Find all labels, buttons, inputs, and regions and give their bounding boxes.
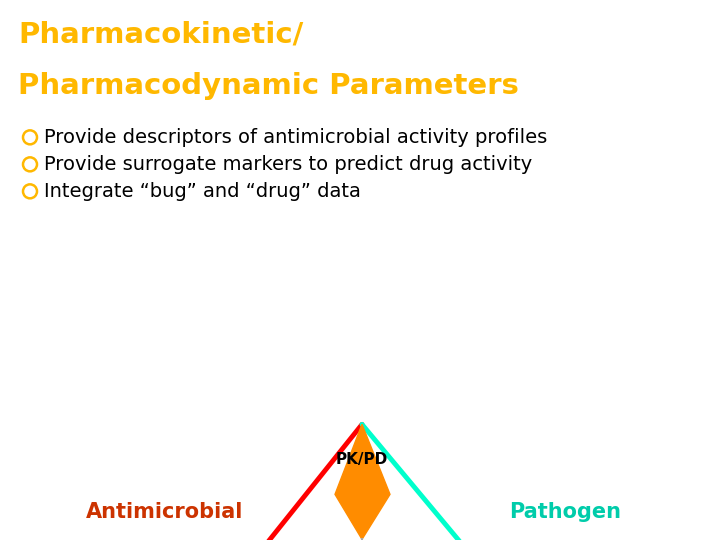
Text: PK/PD: PK/PD: [336, 452, 388, 467]
Text: Pharmacodynamic Parameters: Pharmacodynamic Parameters: [18, 72, 519, 100]
Text: Provide surrogate markers to predict drug activity: Provide surrogate markers to predict dru…: [44, 155, 532, 174]
Text: Integrate “bug” and “drug” data: Integrate “bug” and “drug” data: [44, 182, 361, 201]
Text: Pharmacokinetic/: Pharmacokinetic/: [18, 21, 303, 49]
Text: Provide descriptors of antimicrobial activity profiles: Provide descriptors of antimicrobial act…: [44, 128, 547, 147]
Polygon shape: [335, 424, 390, 539]
Text: Antimicrobial: Antimicrobial: [86, 502, 243, 522]
Text: Pathogen: Pathogen: [509, 502, 621, 522]
